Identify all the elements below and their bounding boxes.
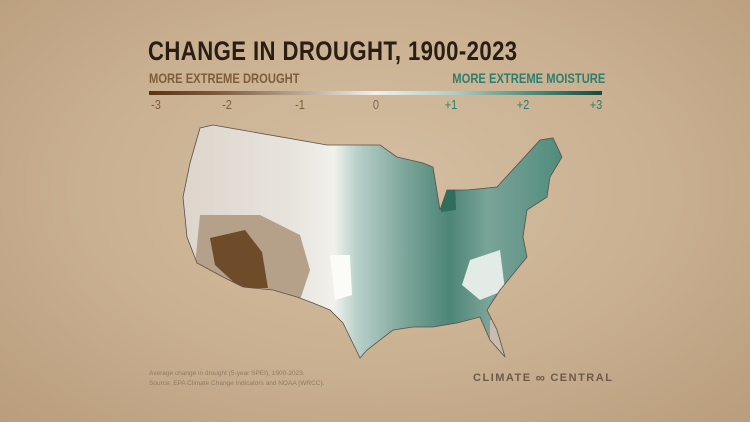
legend-tick: -1 (295, 97, 305, 112)
legend-color-bar (149, 91, 602, 95)
legend-drought-label: MORE EXTREME DROUGHT (149, 70, 300, 86)
logo-text: CLIMATE (473, 371, 532, 384)
source-note: Average change in drought (5-year SPEI),… (149, 369, 324, 389)
arizona-region (210, 230, 268, 288)
map-title: CHANGE IN DROUGHT, 1900-2023 (148, 36, 518, 66)
plains-region (330, 255, 352, 300)
legend-tick: +1 (444, 97, 458, 112)
logo-rings-icon: ∞ (535, 370, 547, 385)
source-line: Source: EPA Climate Change Indicators an… (149, 380, 325, 387)
legend-tick: -2 (222, 97, 232, 112)
legend-moisture-label: MORE EXTREME MOISTURE (451, 70, 605, 86)
legend-tick: -3 (151, 97, 161, 112)
note-line: Average change in drought (5-year SPEI),… (149, 370, 305, 377)
logo-text: CENTRAL (550, 371, 614, 384)
florida-region (490, 320, 505, 357)
legend-tick: 0 (372, 97, 380, 112)
climate-central-logo: CLIMATE ∞ CENTRAL (473, 370, 613, 385)
michigan-region (440, 180, 456, 212)
legend-tick: +2 (516, 97, 530, 112)
legend-tick: +3 (589, 97, 603, 112)
southeast-region (462, 250, 505, 300)
